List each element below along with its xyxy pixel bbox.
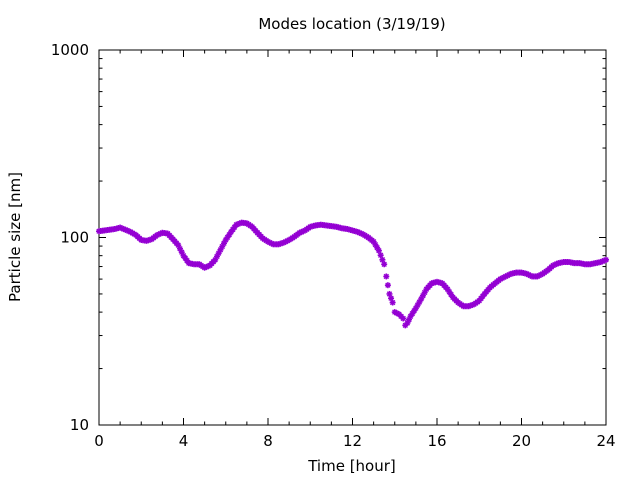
y-axis-label: Particle size [nm] (6, 172, 24, 302)
x-axis-label: Time [hour] (307, 457, 396, 475)
data-point (375, 247, 382, 254)
y-tick-label: 1000 (51, 41, 89, 59)
x-tick-label: 24 (596, 432, 615, 450)
y-tick-label: 100 (60, 229, 89, 247)
x-tick-label: 0 (94, 432, 104, 450)
data-point (377, 252, 384, 259)
x-tick-label: 20 (512, 432, 531, 450)
data-point (384, 282, 391, 289)
data-point (400, 315, 407, 322)
data-point (389, 299, 396, 306)
chart-title: Modes location (3/19/19) (258, 15, 445, 33)
x-tick-label: 4 (179, 432, 189, 450)
data-point (379, 256, 386, 263)
data-point (381, 261, 388, 268)
x-tick-label: 8 (263, 432, 273, 450)
data-point (603, 256, 609, 263)
y-tick-label: 10 (70, 416, 89, 434)
data-point (383, 273, 390, 280)
x-tick-label: 16 (427, 432, 446, 450)
x-tick-label: 12 (343, 432, 362, 450)
data-markers (96, 219, 609, 329)
axis-ticks: 0 4 8 12 16 20 24 10 100 1000 (51, 41, 616, 450)
